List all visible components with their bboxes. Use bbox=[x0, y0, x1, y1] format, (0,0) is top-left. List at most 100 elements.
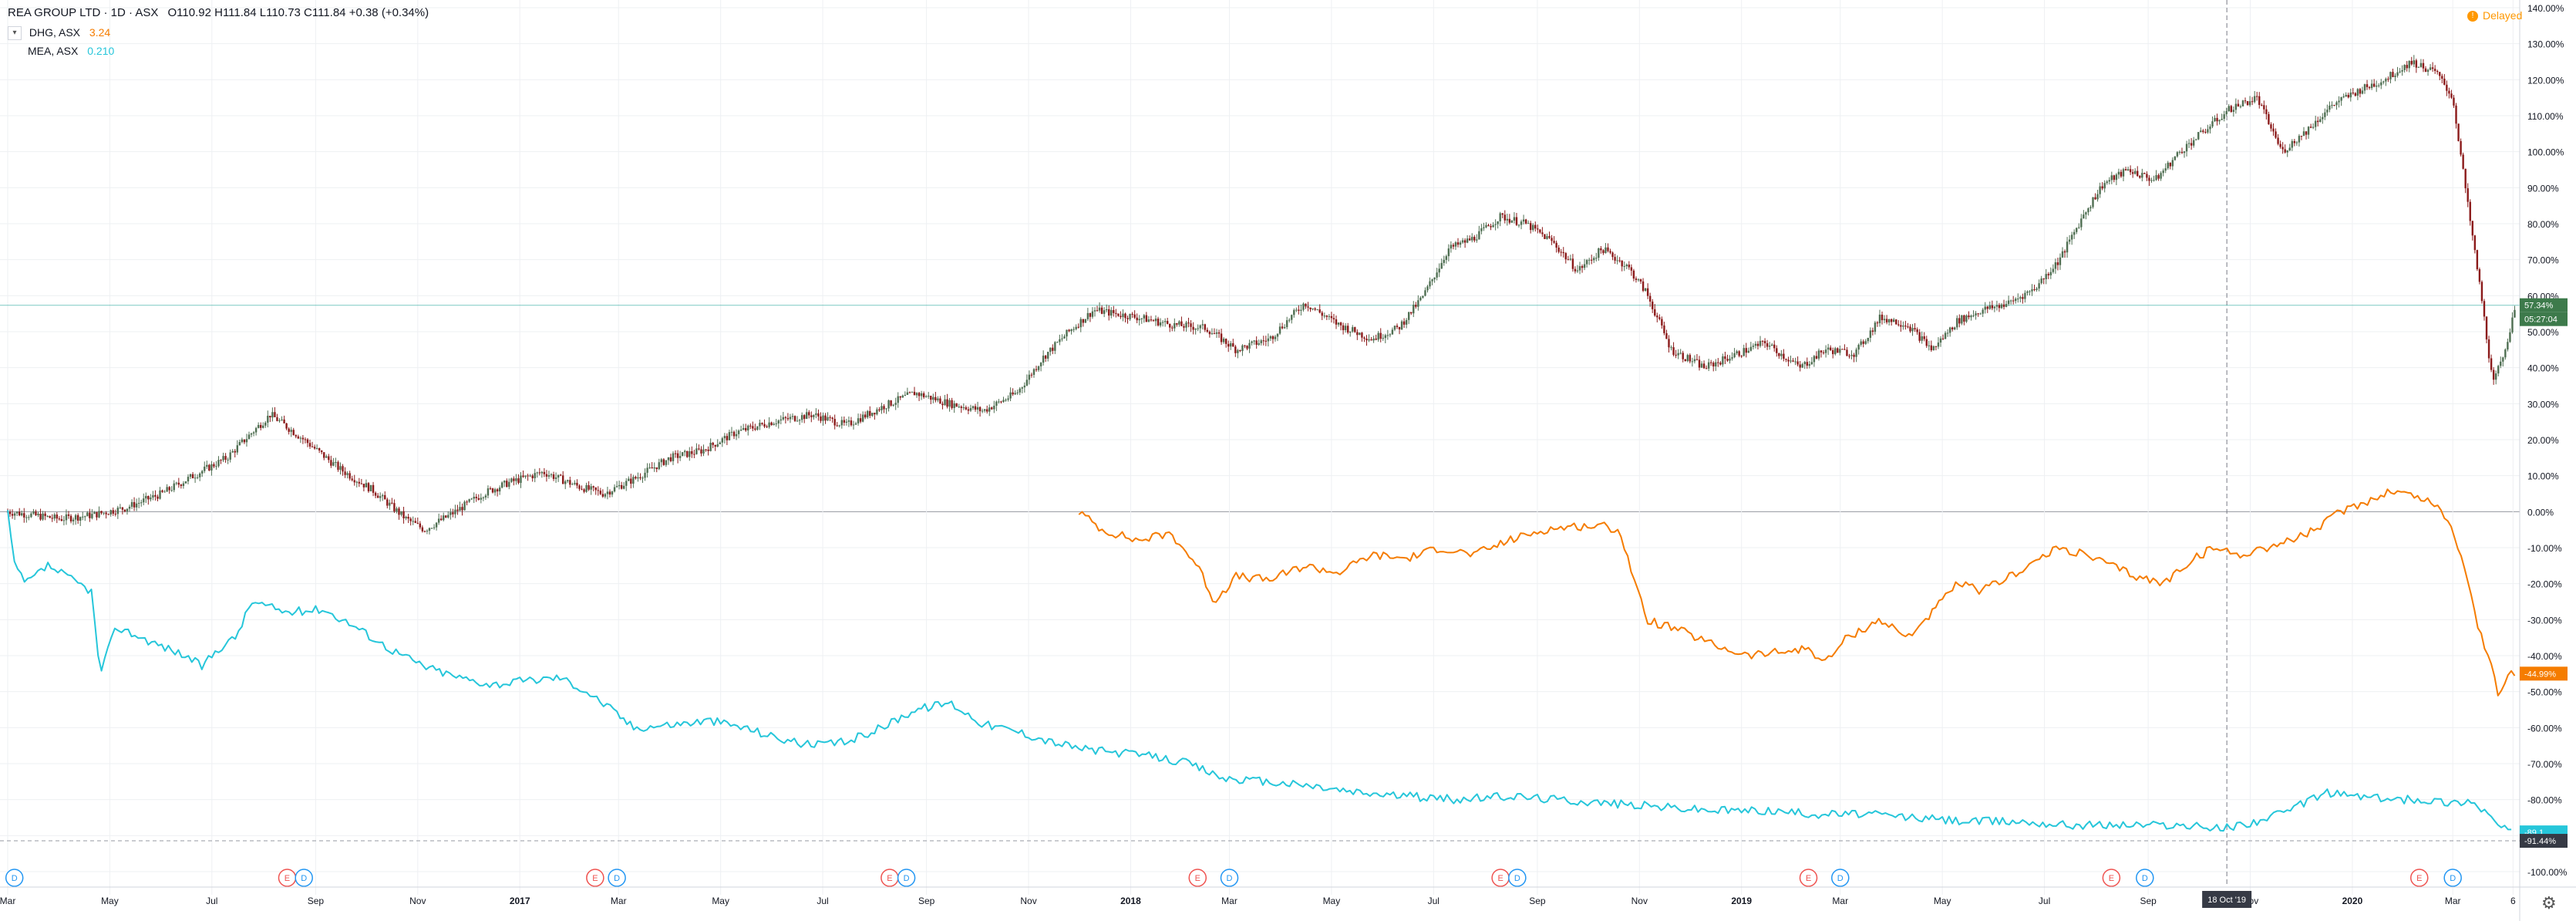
candle-body bbox=[543, 471, 546, 474]
candle-body bbox=[1567, 259, 1570, 261]
candle-body bbox=[1876, 322, 1879, 324]
candle-body bbox=[1548, 236, 1551, 238]
candle-body bbox=[2413, 60, 2416, 65]
candle-body bbox=[2441, 76, 2443, 79]
candle-body bbox=[2345, 94, 2347, 96]
candle-body bbox=[2024, 292, 2026, 299]
candle-body bbox=[107, 514, 109, 515]
candle-body bbox=[1993, 306, 1996, 309]
candle-body bbox=[1415, 305, 1417, 307]
candle-body bbox=[2462, 154, 2464, 169]
candle-body bbox=[1187, 322, 1190, 324]
candle-body bbox=[1827, 347, 1830, 350]
candle-body bbox=[684, 450, 686, 453]
candle-body bbox=[1796, 361, 1799, 365]
candle-body bbox=[351, 478, 353, 481]
candle-body bbox=[1562, 251, 1564, 254]
chevron-down-icon[interactable]: ▾ bbox=[8, 26, 22, 41]
candle-body bbox=[2426, 69, 2430, 73]
candle-body bbox=[594, 487, 597, 491]
candle-body bbox=[1593, 258, 1595, 261]
candle-body bbox=[1445, 256, 1448, 260]
candle-body bbox=[2464, 168, 2467, 189]
candle-body bbox=[2396, 72, 2399, 76]
candle-body bbox=[1887, 319, 1891, 322]
candle-body bbox=[1499, 213, 1501, 221]
candle-body bbox=[597, 490, 599, 491]
candle-body bbox=[1644, 288, 1647, 292]
earnings-marker-label: E bbox=[1806, 874, 1811, 883]
candle-body bbox=[304, 439, 307, 440]
candle-body bbox=[1492, 224, 1494, 228]
candle-body bbox=[330, 460, 332, 466]
delayed-badge[interactable]: ! Delayed bbox=[2467, 9, 2522, 22]
candle-body bbox=[1368, 339, 1370, 341]
candle-body bbox=[116, 508, 120, 514]
grid-layer bbox=[0, 0, 2520, 895]
candle-body bbox=[367, 483, 370, 491]
candle-body bbox=[2436, 71, 2439, 73]
candle-body bbox=[389, 502, 391, 506]
legend-mea[interactable]: MEA, ASX 0.210 bbox=[28, 45, 114, 57]
x-tick-label: Jul bbox=[1428, 896, 1440, 906]
candle-body bbox=[2137, 170, 2139, 177]
rea-candles bbox=[6, 55, 2516, 535]
candle-body bbox=[951, 400, 953, 409]
candle-body bbox=[1108, 309, 1110, 316]
candle-body bbox=[1752, 346, 1755, 347]
candle-body bbox=[1258, 342, 1260, 346]
candle-body bbox=[2483, 301, 2486, 317]
candle-body bbox=[2120, 171, 2123, 177]
candle-body bbox=[1066, 329, 1068, 337]
gear-icon[interactable]: ⚙ bbox=[2541, 893, 2557, 913]
candle-body bbox=[262, 425, 264, 428]
candle-body bbox=[1583, 264, 1586, 268]
candle-body bbox=[1733, 353, 1736, 358]
candle-body bbox=[646, 467, 648, 473]
candle-body bbox=[517, 478, 520, 483]
candle-body bbox=[2251, 101, 2254, 103]
y-tick-label: -20.00% bbox=[2527, 579, 2562, 590]
candle-body bbox=[335, 461, 337, 463]
candle-body bbox=[2450, 93, 2453, 98]
x-tick-label: 2020 bbox=[2342, 896, 2363, 906]
candle-body bbox=[1021, 387, 1023, 389]
candle-body bbox=[299, 437, 302, 439]
dhg-last-value-tag-box bbox=[2520, 666, 2568, 681]
candle-body bbox=[2223, 114, 2225, 120]
candle-body bbox=[1215, 332, 1218, 334]
candle-body bbox=[637, 477, 639, 479]
candle-body bbox=[827, 417, 829, 421]
candle-body bbox=[428, 528, 431, 531]
candle-body bbox=[1756, 343, 1759, 346]
candle-body bbox=[1729, 358, 1731, 361]
candle-body bbox=[901, 395, 904, 398]
candle-body bbox=[358, 481, 361, 484]
candle-body bbox=[182, 483, 185, 487]
candle-body bbox=[857, 418, 860, 423]
candle-body bbox=[166, 487, 168, 492]
candle-body bbox=[527, 475, 529, 477]
candle-body bbox=[737, 430, 740, 434]
candle-body bbox=[632, 477, 635, 484]
candle-body bbox=[1077, 326, 1079, 328]
candle-body bbox=[550, 474, 553, 476]
candle-body bbox=[201, 471, 204, 474]
candle-body bbox=[1632, 270, 1635, 279]
x-tick-label: 2017 bbox=[510, 896, 530, 906]
candle-body bbox=[1037, 366, 1040, 370]
candle-body bbox=[198, 473, 201, 477]
candle-body bbox=[349, 473, 351, 479]
candle-body bbox=[522, 475, 524, 477]
candle-body bbox=[400, 511, 402, 515]
legend-dhg[interactable]: ▾ DHG, ASX 3.24 bbox=[8, 26, 110, 41]
candle-body bbox=[2277, 137, 2279, 144]
candle-body bbox=[1799, 364, 1801, 368]
candle-body bbox=[1494, 224, 1497, 225]
candle-body bbox=[130, 501, 133, 507]
candle-body bbox=[569, 480, 571, 485]
candle-body bbox=[274, 412, 276, 417]
symbol-title[interactable]: REA GROUP LTD · 1D · ASX bbox=[8, 6, 159, 19]
